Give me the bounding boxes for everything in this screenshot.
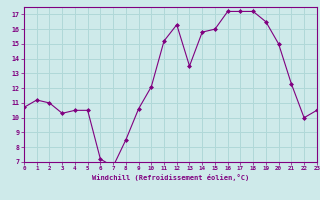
X-axis label: Windchill (Refroidissement éolien,°C): Windchill (Refroidissement éolien,°C) bbox=[92, 174, 249, 181]
